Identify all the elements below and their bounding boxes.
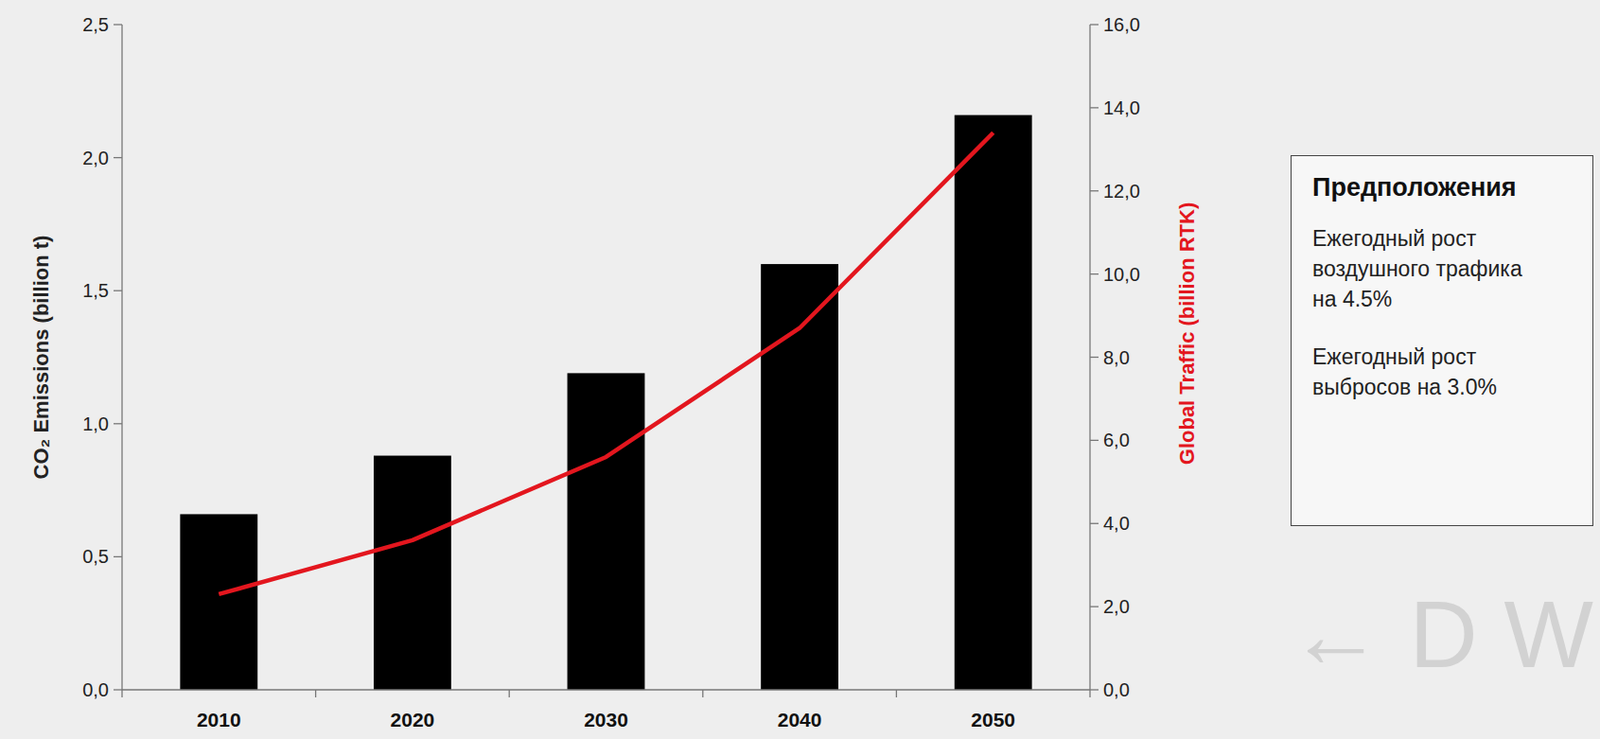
y-tick bbox=[113, 688, 123, 690]
y-tick-label: 0,0 bbox=[82, 679, 109, 701]
y2-tick-label: 0,0 bbox=[1103, 679, 1130, 701]
y2-tick bbox=[1090, 605, 1099, 607]
x-tick bbox=[702, 689, 704, 698]
y2-tick-label: 8,0 bbox=[1103, 347, 1130, 369]
x-tick-label: 2010 bbox=[196, 708, 242, 731]
y-tick bbox=[113, 422, 123, 424]
y2-tick-label: 16,0 bbox=[1103, 14, 1141, 36]
y2-tick bbox=[1090, 356, 1099, 358]
bar bbox=[373, 456, 452, 690]
y2-tick-label: 10,0 bbox=[1103, 263, 1141, 285]
y2-tick-label: 2,0 bbox=[1103, 596, 1130, 617]
assumptions-title: Предположения bbox=[1312, 173, 1593, 203]
x-tick-label: 2040 bbox=[777, 708, 823, 731]
x-axis-line bbox=[122, 688, 1091, 690]
y-tick-label: 1,5 bbox=[82, 280, 109, 301]
y2-tick bbox=[1090, 106, 1099, 108]
y-tick bbox=[113, 157, 123, 159]
y2-tick bbox=[1090, 273, 1099, 275]
line bbox=[218, 132, 993, 595]
chart-root: ← D W 0,0 0,5 1,0 1,5 2,0 2,5 0,0 2,0 4,0 6,0 8,0 10… bbox=[0, 0, 1600, 739]
x-tick bbox=[896, 689, 897, 698]
x-tick bbox=[1089, 689, 1091, 698]
y-tick bbox=[113, 23, 123, 25]
x-tick bbox=[509, 689, 510, 698]
y-tick bbox=[113, 556, 123, 558]
y2-tick-label: 14,0 bbox=[1103, 97, 1141, 119]
y2-axis-title: Global Traffic (billion RTK) bbox=[1175, 202, 1199, 465]
y2-tick bbox=[1090, 23, 1099, 25]
y2-tick-label: 4,0 bbox=[1103, 512, 1130, 534]
y2-tick-label: 12,0 bbox=[1103, 180, 1141, 202]
x-tick-label: 2050 bbox=[970, 708, 1016, 731]
x-tick-label: 2030 bbox=[583, 708, 629, 731]
y-tick-label: 2,5 bbox=[82, 14, 109, 36]
assumption: Ежегодный рост воздушного трафика на 4.5… bbox=[1312, 223, 1526, 316]
bar bbox=[179, 513, 258, 690]
y2-tick bbox=[1090, 190, 1099, 192]
y2-tick bbox=[1090, 439, 1099, 441]
assumptions-box: Предположения Ежегодный рост воздушного т… bbox=[1290, 155, 1594, 527]
y2-tick-label: 6,0 bbox=[1103, 429, 1130, 451]
y-tick-label: 2,0 bbox=[82, 147, 109, 169]
y-axis-line bbox=[121, 24, 123, 690]
bar bbox=[954, 115, 1033, 690]
y-tick bbox=[113, 290, 123, 292]
y-tick-label: 1,0 bbox=[82, 413, 109, 435]
watermark: ← D W bbox=[1288, 580, 1595, 687]
y-axis-title: CO₂ Emissions (billion t) bbox=[29, 235, 53, 480]
bar bbox=[567, 372, 646, 690]
x-tick bbox=[121, 689, 123, 698]
y-tick-label: 0,5 bbox=[82, 545, 109, 567]
assumption: Ежегодный рост выбросов на 3.0% bbox=[1312, 341, 1526, 403]
y2-tick bbox=[1090, 688, 1099, 690]
marks bbox=[179, 115, 1032, 690]
x-tick-label: 2020 bbox=[390, 708, 436, 731]
y2-tick bbox=[1090, 523, 1099, 525]
x-tick bbox=[315, 689, 317, 698]
